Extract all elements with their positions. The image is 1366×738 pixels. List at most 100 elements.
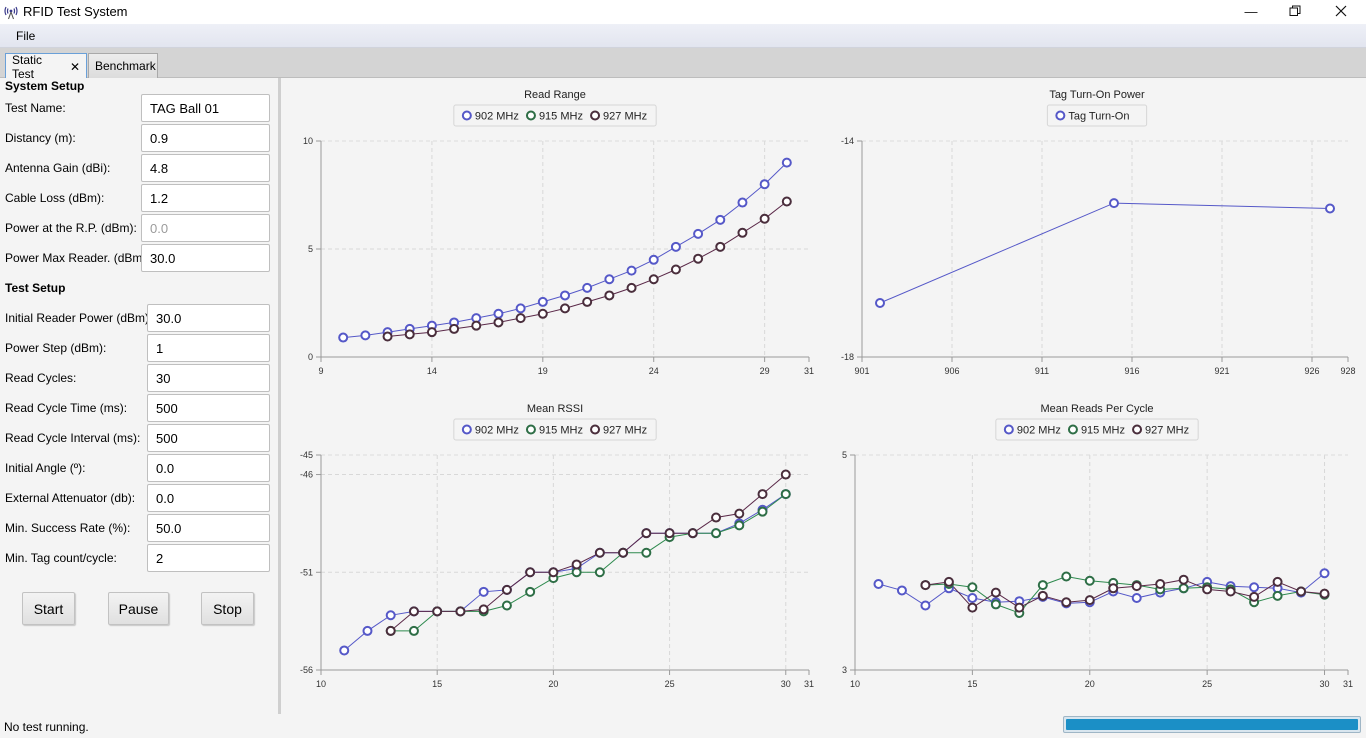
data-point — [1014, 602, 1025, 613]
close-tab-icon[interactable]: ✕ — [69, 59, 80, 74]
data-point — [408, 606, 419, 617]
y-tick-label: 3 — [842, 665, 847, 675]
chart-title: Read Range — [524, 89, 586, 101]
x-tick-label: 14 — [427, 366, 437, 376]
field-label: Distancy (m): — [5, 131, 76, 145]
x-tick-label: 30 — [781, 679, 791, 689]
data-point — [670, 241, 681, 252]
data-point — [967, 602, 978, 613]
input-field[interactable]: 0.0 — [147, 454, 270, 482]
data-point — [432, 606, 443, 617]
input-field[interactable]: 30 — [147, 364, 270, 392]
input-field[interactable]: 0.9 — [141, 124, 270, 152]
x-tick-label: 10 — [316, 679, 326, 689]
x-tick-label: 31 — [804, 366, 814, 376]
restore-button[interactable] — [1272, 0, 1318, 22]
data-point — [920, 600, 931, 611]
input-field[interactable]: 4.8 — [141, 154, 270, 182]
input-field[interactable]: 30.0 — [147, 304, 270, 332]
legend-label: 902 MHz — [1017, 425, 1061, 437]
system-setup-heading: System Setup — [5, 79, 85, 93]
close-icon — [1335, 5, 1347, 17]
title-bar: RFID Test System — — [0, 0, 1366, 24]
stop-button[interactable]: Stop — [201, 592, 254, 625]
test-setup-heading: Test Setup — [5, 281, 66, 295]
field-label: Initial Angle (º): — [5, 461, 86, 475]
input-field[interactable]: 500 — [147, 424, 270, 452]
data-point — [493, 317, 504, 328]
x-tick-label: 10 — [850, 679, 860, 689]
x-tick-label: 911 — [1035, 366, 1049, 376]
data-point — [548, 567, 559, 578]
data-point — [1131, 581, 1142, 592]
x-tick-label: 15 — [967, 679, 977, 689]
data-point — [1084, 595, 1095, 606]
y-tick-label: -56 — [300, 665, 313, 675]
data-point — [1319, 588, 1330, 599]
x-tick-label: 20 — [548, 679, 558, 689]
menu-file[interactable]: File — [16, 29, 36, 43]
data-point — [1178, 583, 1189, 594]
field-label: Cable Loss (dBm): — [5, 191, 105, 205]
input-field[interactable]: 1 — [147, 334, 270, 362]
tab-static-test[interactable]: Static Test ✕ — [5, 53, 87, 81]
legend-marker — [590, 110, 601, 121]
data-point — [1109, 198, 1119, 209]
data-point — [715, 214, 726, 225]
series-line — [387, 201, 788, 337]
chart-legend — [453, 104, 657, 127]
start-button[interactable]: Start — [22, 592, 75, 625]
x-tick-label: 906 — [944, 366, 959, 376]
input-field[interactable]: 30.0 — [141, 244, 270, 272]
x-tick-label: 928 — [1340, 366, 1355, 376]
data-point — [362, 625, 373, 636]
data-point — [715, 241, 726, 252]
data-point — [757, 489, 768, 500]
input-field[interactable]: TAG Ball 01 — [141, 94, 270, 122]
data-point — [648, 254, 659, 265]
data-point — [1225, 586, 1236, 597]
legend-marker — [590, 424, 601, 435]
tab-benchmark[interactable]: Benchmark — [88, 53, 158, 78]
data-point — [594, 547, 605, 558]
data-point — [1131, 592, 1142, 603]
legend-label: 915 MHz — [539, 111, 583, 123]
legend-label: 927 MHz — [603, 425, 647, 437]
data-point — [1202, 584, 1213, 595]
legend-label: 902 MHz — [475, 111, 519, 123]
window-title: RFID Test System — [23, 4, 128, 19]
data-point — [780, 489, 791, 500]
data-point — [478, 604, 489, 615]
tab-strip: Static Test ✕ Benchmark — [0, 48, 1366, 81]
input-field[interactable]: 50.0 — [147, 514, 270, 542]
x-tick-label: 19 — [538, 366, 548, 376]
field-label: Power Step (dBm): — [5, 341, 107, 355]
legend-marker — [1055, 110, 1066, 121]
data-point — [449, 323, 460, 334]
y-tick-label: 5 — [842, 450, 847, 460]
data-point — [382, 331, 393, 342]
input-field[interactable]: 0.0 — [147, 484, 270, 512]
chart-3: Mean Reads Per Cycle 902 MHz 915 MHz 927 MH… — [842, 403, 1353, 689]
field-label: Initial Reader Power (dBm): — [5, 311, 153, 325]
data-point — [1272, 590, 1283, 601]
tab-label: Benchmark — [95, 59, 156, 73]
data-point — [734, 508, 745, 519]
data-point — [604, 274, 615, 285]
data-point — [1061, 597, 1072, 608]
data-point — [920, 580, 931, 591]
input-field[interactable]: 0.0 — [141, 214, 270, 242]
legend-marker — [461, 110, 472, 121]
chart-title: Mean RSSI — [527, 403, 583, 415]
minimize-button[interactable]: — — [1228, 0, 1274, 22]
input-field[interactable]: 500 — [147, 394, 270, 422]
data-point — [1084, 575, 1095, 586]
y-tick-label: 0 — [308, 352, 313, 362]
panel-splitter[interactable] — [278, 78, 281, 714]
data-point — [693, 228, 704, 239]
legend-marker — [1132, 424, 1143, 435]
pause-button[interactable]: Pause — [108, 592, 169, 625]
close-window-button[interactable] — [1318, 0, 1364, 22]
input-field[interactable]: 1.2 — [141, 184, 270, 212]
input-field[interactable]: 2 — [147, 544, 270, 572]
